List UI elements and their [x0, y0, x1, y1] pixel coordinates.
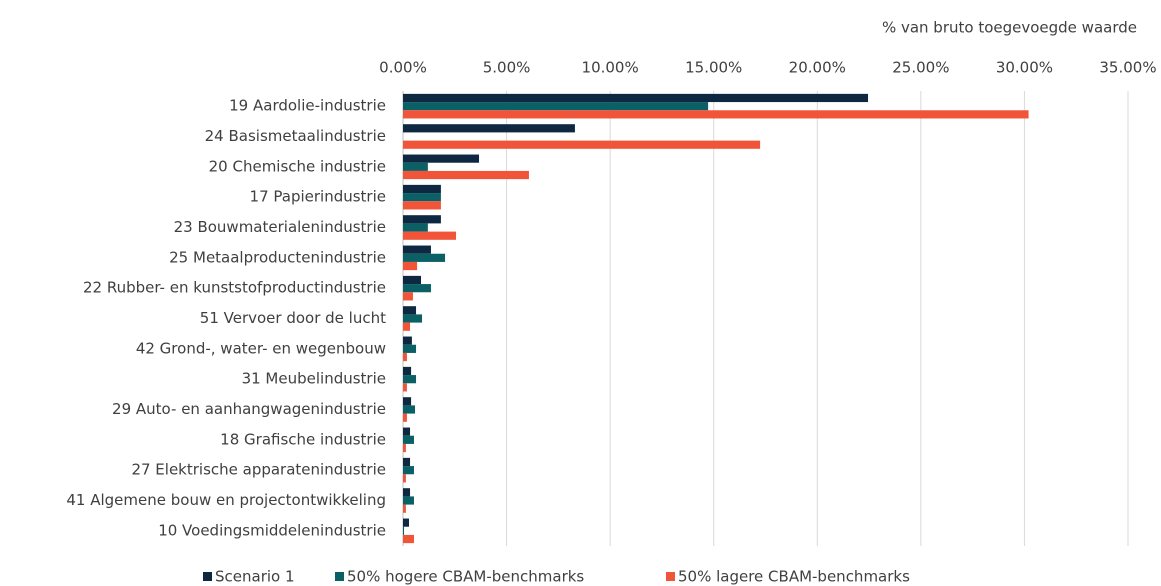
- bar: [403, 154, 480, 163]
- bar: [403, 383, 407, 392]
- y-tick-label: 31 Meubelindustrie: [242, 370, 386, 388]
- bar: [403, 245, 431, 254]
- bar: [403, 457, 411, 467]
- y-tick-label: 18 Grafische industrie: [220, 430, 386, 448]
- bar: [403, 443, 406, 453]
- x-tick-label: 35.00%: [1099, 59, 1156, 77]
- bar: [403, 110, 1029, 119]
- bar: [403, 336, 412, 345]
- bar: [403, 344, 417, 353]
- bar: [403, 526, 405, 535]
- bar: [403, 322, 411, 331]
- bar: [403, 474, 406, 483]
- bar: [403, 201, 441, 210]
- x-tick-label: 25.00%: [892, 59, 949, 77]
- legend-swatch: [203, 572, 212, 581]
- bar: [403, 102, 709, 111]
- bar: [403, 275, 422, 285]
- y-tick-label: 10 Voedingsmiddelenindustrie: [158, 521, 386, 539]
- x-tick-label: 15.00%: [685, 59, 742, 77]
- y-tick-label: 27 Elektrische apparatenindustrie: [131, 461, 386, 479]
- legend-swatch: [666, 572, 675, 581]
- y-tick-label: 23 Bouwmaterialenindustrie: [174, 218, 386, 236]
- bar: [403, 518, 410, 527]
- bar: [403, 215, 441, 224]
- x-tick-label: 30.00%: [996, 59, 1053, 77]
- bar: [403, 314, 423, 323]
- bar: [403, 435, 414, 444]
- x-tick-label: 10.00%: [582, 59, 639, 77]
- bar: [403, 504, 406, 513]
- bar: [403, 352, 407, 362]
- bar: [403, 193, 441, 202]
- bar: [403, 231, 457, 240]
- y-tick-label: 42 Grond-, water- en wegenbouw: [136, 339, 386, 357]
- bar: [403, 140, 761, 149]
- bar: [403, 170, 529, 180]
- y-tick-label: 24 Basismetaalindustrie: [205, 127, 386, 145]
- bar: [403, 405, 416, 414]
- bar: [403, 253, 446, 262]
- y-tick-label: 17 Papierindustrie: [250, 188, 386, 206]
- bar: [403, 375, 417, 384]
- bar: [403, 93, 869, 103]
- bar: [403, 466, 414, 475]
- x-tick-label: 5.00%: [483, 59, 531, 77]
- x-tick-label: 20.00%: [789, 59, 846, 77]
- legend-label: 50% lagere CBAM-benchmarks: [678, 568, 910, 586]
- bar: [403, 284, 431, 293]
- x-tick-label: 0.00%: [379, 59, 427, 77]
- legend-label: 50% hogere CBAM-benchmarks: [347, 568, 584, 586]
- y-tick-label: 41 Algemene bouw en projectontwikkeling: [66, 491, 386, 509]
- y-tick-label: 22 Rubber- en kunststofproductindustrie: [83, 279, 386, 297]
- legend-swatch: [335, 572, 344, 581]
- bar: [403, 292, 413, 301]
- legend-label: Scenario 1: [215, 568, 295, 586]
- bar: [403, 366, 412, 376]
- bar: [403, 534, 414, 544]
- bar: [403, 427, 411, 436]
- y-tick-label: 29 Auto- en aanhangwagenindustrie: [112, 400, 386, 418]
- bar: [403, 306, 417, 315]
- y-tick-label: 25 Metaalproductenindustrie: [169, 248, 386, 266]
- bar: [403, 162, 428, 171]
- bar: [403, 124, 575, 133]
- bar: [403, 496, 414, 505]
- bar: [403, 261, 418, 271]
- bar: [403, 184, 441, 194]
- bar: [403, 223, 428, 232]
- bar: [403, 413, 407, 422]
- y-tick-label: 51 Vervoer door de lucht: [200, 309, 386, 327]
- y-tick-label: 19 Aardolie-industrie: [229, 97, 386, 115]
- axis-title: % van bruto toegevoegde waarde: [882, 19, 1137, 37]
- bar: [403, 488, 411, 497]
- y-tick-label: 20 Chemische industrie: [209, 157, 386, 175]
- bar: [403, 397, 412, 406]
